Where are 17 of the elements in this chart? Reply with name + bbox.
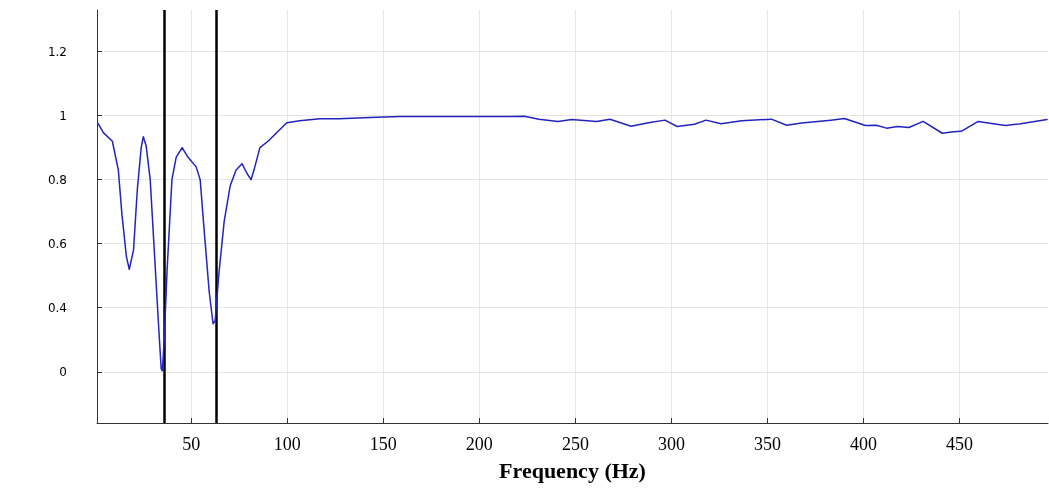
x-tick-label: 250 (561, 434, 589, 454)
y-tick-label: 0.8 (47, 172, 67, 187)
y-tick-label: 0.6 (47, 236, 67, 251)
x-tick-label: 200 (465, 434, 493, 454)
y-tick-label: 0 (59, 364, 67, 379)
x-tick-label: 300 (657, 434, 685, 454)
x-axis-title: Frequency (Hz) (499, 457, 646, 483)
y-tick-label: 1.2 (47, 44, 67, 59)
x-tick-label: 350 (754, 434, 781, 454)
x-tick-label: 450 (946, 434, 974, 454)
x-tick-label: 100 (273, 434, 301, 454)
x-tick-label: 150 (369, 434, 397, 454)
y-tick-label: 0.4 (47, 300, 67, 315)
x-tick-label: 50 (182, 434, 201, 454)
x-tick-label: 400 (850, 434, 878, 454)
line-series (97, 115, 1048, 372)
y-tick-label: 1 (59, 108, 67, 123)
